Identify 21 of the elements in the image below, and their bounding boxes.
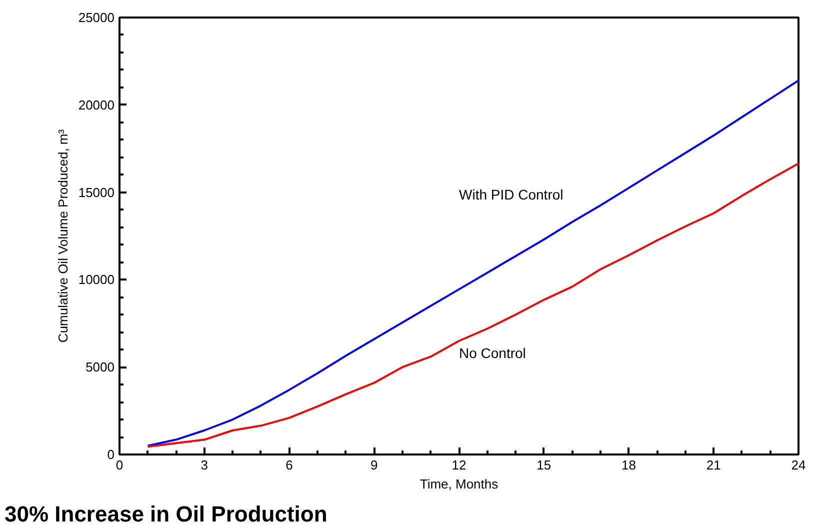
line-series [146, 162, 798, 448]
y-tick-label: 15000 [78, 184, 115, 200]
y-axis-title: Cumulative Oil Volume Produced, m³ [55, 128, 70, 343]
y-tick-label: 20000 [78, 97, 115, 112]
text: 30% Increase in Oil Production [4, 502, 328, 526]
x-tick-label: 21 [706, 458, 721, 472]
y-tick-label: 25000 [78, 10, 115, 25]
x-tick-label: 9 [370, 458, 378, 472]
x-tick-label: 12 [452, 458, 466, 472]
series-label: With PID Control [459, 186, 564, 202]
x-tick-label: 15 [536, 458, 552, 472]
x-tick-label: 24 [791, 458, 806, 472]
series-label: No Control [459, 344, 526, 361]
x-tick-label: 3 [200, 458, 208, 472]
y-tick-label: 10000 [78, 272, 115, 288]
x-axis-title: Time, Months [420, 476, 499, 492]
x-tick-label: 6 [286, 458, 293, 472]
line-series [146, 79, 798, 447]
y-tick-label: 5000 [86, 360, 114, 375]
x-tick-label: 18 [622, 458, 636, 472]
y-tick-label: 0 [107, 447, 115, 462]
